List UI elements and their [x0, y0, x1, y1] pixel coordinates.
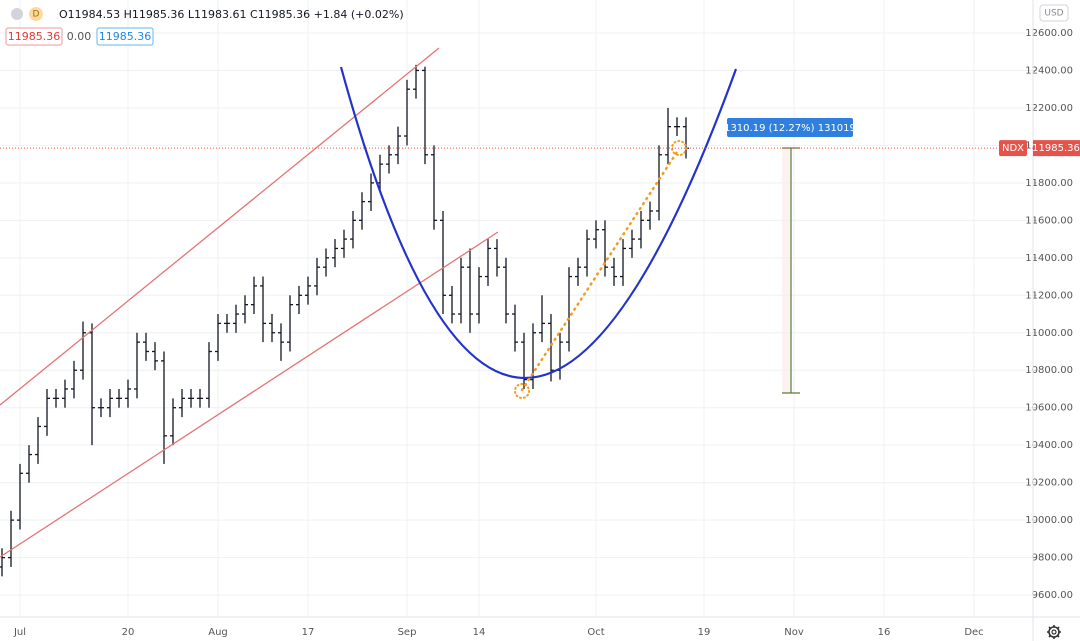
y-tick-label: 10000.00 [1025, 515, 1073, 526]
x-tick-label: Nov [784, 627, 804, 638]
y-tick-label: 12400.00 [1025, 65, 1073, 76]
price-marker: NDX 11985.36 [0, 140, 1080, 157]
y-tick-label: 11800.00 [1025, 178, 1073, 189]
price-box [1033, 140, 1080, 157]
x-tick-label: Sep [398, 627, 417, 638]
bars [0, 64, 689, 577]
y-tick-label: 11000.00 [1025, 328, 1073, 339]
y-tick-label: 10600.00 [1025, 403, 1073, 414]
ohlc-legend: O11984.53 H11985.36 L11983.61 C11985.36 … [59, 8, 404, 21]
x-tick-label: 19 [698, 627, 711, 638]
y-tick-label: 11600.00 [1025, 215, 1073, 226]
channel-line [0, 231, 499, 558]
interval-icon [29, 7, 43, 21]
buy-price: 11985.36 [99, 30, 152, 43]
range-label: 1310.19 (12.27%) 131019 [724, 123, 856, 134]
settings-icon[interactable] [1047, 625, 1061, 639]
range-area [782, 148, 791, 393]
x-tick-label: Aug [208, 627, 228, 638]
x-tick-label: 16 [878, 627, 891, 638]
y-tick-label: 10800.00 [1025, 365, 1073, 376]
currency-box[interactable] [1039, 4, 1069, 22]
y-tick-label: 11400.00 [1025, 253, 1073, 264]
symbol-label: NDX [1002, 143, 1024, 154]
grid [0, 0, 1033, 617]
dot-marker [514, 383, 530, 399]
trend-dotted [520, 147, 681, 392]
sell-box [5, 27, 63, 46]
y-tick-label: 10200.00 [1025, 478, 1073, 489]
x-tick-label: 20 [122, 627, 135, 638]
price-label: 11985.36 [1032, 143, 1080, 154]
y-tick-label: 12600.00 [1025, 28, 1073, 39]
symbol-icon [11, 8, 23, 20]
channel-line [0, 47, 440, 406]
y-tick-label: 11200.00 [1025, 290, 1073, 301]
cup-curve [339, 66, 738, 380]
x-tick-label: Jul [13, 627, 26, 638]
x-tick-label: 17 [302, 627, 315, 638]
x-tick-label: 14 [473, 627, 486, 638]
range-label-box [727, 118, 853, 137]
spread: 0.00 [67, 30, 92, 43]
x-tick-label: Dec [964, 627, 983, 638]
currency[interactable]: USD [1044, 9, 1063, 19]
y-tick-label: 10400.00 [1025, 440, 1073, 451]
y-tick-label: 9800.00 [1032, 553, 1073, 564]
y-tick-label: 9600.00 [1032, 590, 1073, 601]
symbol-box [999, 140, 1027, 157]
buy-box [96, 27, 154, 46]
interval: D [33, 10, 40, 20]
x-tick-label: Oct [587, 627, 604, 638]
y-tick-label: 12200.00 [1025, 103, 1073, 114]
sell-price: 11985.36 [8, 30, 61, 43]
